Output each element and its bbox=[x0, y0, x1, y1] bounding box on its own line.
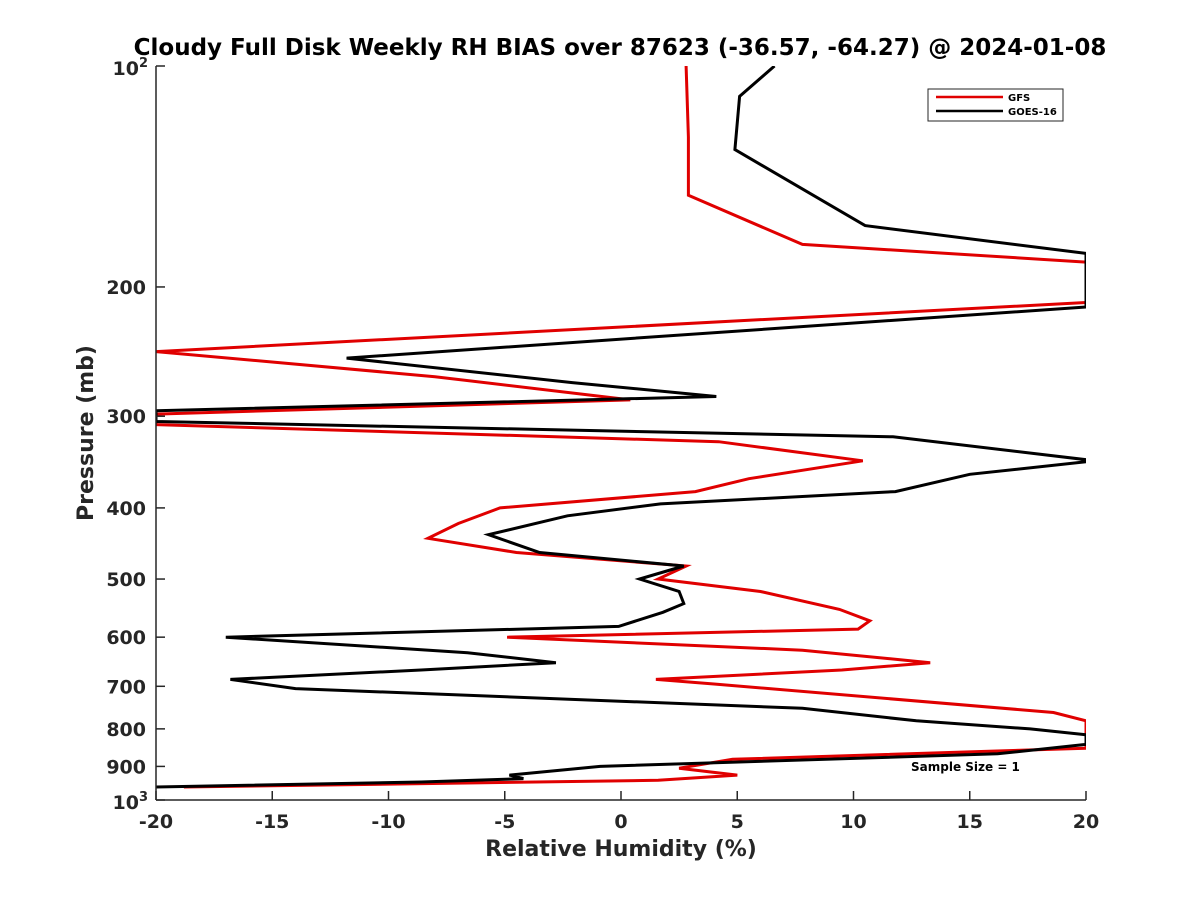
y-tick-label: 700 bbox=[106, 676, 146, 698]
y-tick-label: 300 bbox=[106, 406, 146, 428]
y-tick-label: 900 bbox=[106, 756, 146, 778]
y-axis-ticks: 102 200 300 400 500 600 700 800 900 103 bbox=[106, 56, 165, 814]
y-tick-label: 600 bbox=[106, 627, 146, 649]
x-tick-label: -20 bbox=[139, 811, 173, 833]
series-line-gfs bbox=[156, 66, 1086, 789]
x-tick-label: 20 bbox=[1073, 811, 1099, 833]
x-axis-label: Relative Humidity (%) bbox=[485, 837, 757, 862]
x-tick-label: 0 bbox=[614, 811, 627, 833]
y-axis-label: Pressure (mb) bbox=[74, 345, 99, 521]
y-tick-label: 200 bbox=[106, 277, 146, 299]
chart-title: Cloudy Full Disk Weekly RH BIAS over 876… bbox=[134, 35, 1107, 61]
x-axis-ticks: -20 -15 -10 -5 0 5 10 15 20 bbox=[139, 791, 1099, 833]
y-tick-label: 400 bbox=[106, 498, 146, 520]
y-tick-label: 800 bbox=[106, 719, 146, 741]
x-tick-label: -10 bbox=[371, 811, 405, 833]
x-tick-label: -15 bbox=[255, 811, 289, 833]
y-tick-label: 500 bbox=[106, 569, 146, 591]
x-tick-label: 5 bbox=[731, 811, 744, 833]
series-line-goes-16 bbox=[156, 66, 1086, 789]
legend-label-gfs: GFS bbox=[1008, 93, 1030, 104]
legend: GFS GOES-16 bbox=[927, 88, 1064, 122]
y-tick-label: 102 bbox=[113, 56, 149, 80]
series-layer bbox=[156, 66, 1086, 789]
x-tick-label: -5 bbox=[494, 811, 515, 833]
sample-size-annotation: Sample Size = 1 bbox=[911, 760, 1020, 774]
legend-box bbox=[927, 88, 1064, 122]
y-tick-label: 103 bbox=[113, 790, 149, 814]
x-tick-label: 15 bbox=[957, 811, 983, 833]
x-tick-label: 10 bbox=[840, 811, 866, 833]
legend-label-goes16: GOES-16 bbox=[1008, 107, 1057, 118]
